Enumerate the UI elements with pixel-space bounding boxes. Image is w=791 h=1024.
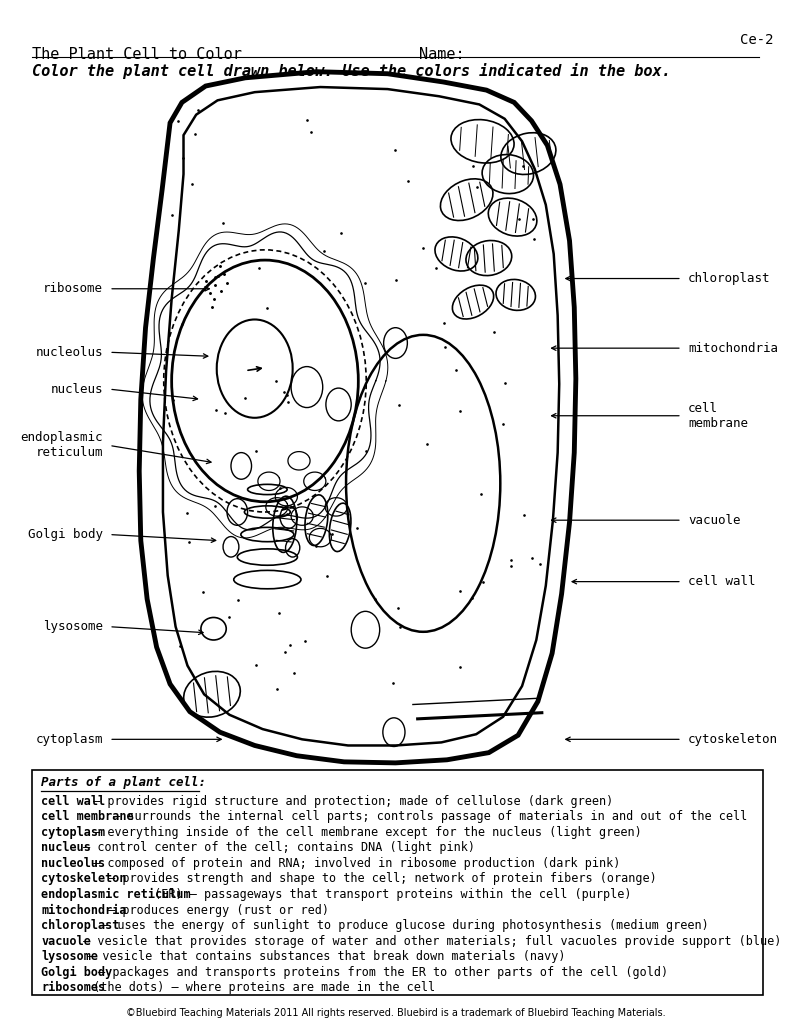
Text: chloroplast: chloroplast bbox=[41, 920, 119, 932]
Text: cytoplasm: cytoplasm bbox=[36, 733, 103, 745]
Text: Parts of a plant cell:: Parts of a plant cell: bbox=[41, 776, 206, 790]
Text: cytoskeleton: cytoskeleton bbox=[41, 872, 127, 886]
Text: nucleus: nucleus bbox=[51, 383, 103, 395]
Text: cell wall: cell wall bbox=[41, 795, 105, 808]
Text: – packages and transports proteins from the ER to other parts of the cell (gold): – packages and transports proteins from … bbox=[92, 966, 668, 979]
Text: (the dots) – where proteins are made in the cell: (the dots) – where proteins are made in … bbox=[86, 981, 436, 994]
Text: – provides rigid structure and protection; made of cellulose (dark green): – provides rigid structure and protectio… bbox=[86, 795, 614, 808]
Text: – vesicle that provides storage of water and other materials; full vacuoles prov: – vesicle that provides storage of water… bbox=[76, 935, 782, 947]
Text: ribosomes: ribosomes bbox=[41, 981, 105, 994]
Text: cytoskeleton: cytoskeleton bbox=[688, 733, 778, 745]
Text: lysosome: lysosome bbox=[43, 621, 103, 633]
Text: Name:: Name: bbox=[419, 47, 465, 62]
Text: (ER) – passageways that transport proteins within the cell (purple): (ER) – passageways that transport protei… bbox=[146, 888, 631, 901]
Text: nucleolus: nucleolus bbox=[36, 346, 103, 358]
Text: vacuole: vacuole bbox=[688, 514, 740, 526]
Text: Golgi body: Golgi body bbox=[41, 966, 112, 979]
Text: Ce-2: Ce-2 bbox=[740, 33, 773, 47]
Text: – everything inside of the cell membrane except for the nucleus (light green): – everything inside of the cell membrane… bbox=[86, 825, 642, 839]
Text: mitochondria: mitochondria bbox=[688, 342, 778, 354]
Text: cytoplasm: cytoplasm bbox=[41, 825, 105, 839]
Text: – provides strength and shape to the cell; network of protein fibers (orange): – provides strength and shape to the cel… bbox=[101, 872, 657, 886]
Text: nucleus: nucleus bbox=[41, 842, 91, 854]
Text: nucleolus: nucleolus bbox=[41, 857, 105, 869]
Text: vacuole: vacuole bbox=[41, 935, 91, 947]
Text: chloroplast: chloroplast bbox=[688, 272, 770, 285]
Text: The Plant Cell to Color: The Plant Cell to Color bbox=[32, 47, 241, 62]
Text: cell membrane: cell membrane bbox=[41, 810, 134, 823]
Text: Color the plant cell drawn below. Use the colors indicated in the box.: Color the plant cell drawn below. Use th… bbox=[32, 63, 671, 80]
Text: endoplasmic reticulum: endoplasmic reticulum bbox=[41, 888, 191, 901]
Text: – produces energy (rust or red): – produces energy (rust or red) bbox=[101, 903, 329, 916]
Text: – surrounds the internal cell parts; controls passage of materials in and out of: – surrounds the internal cell parts; con… bbox=[107, 810, 747, 823]
Text: Golgi body: Golgi body bbox=[28, 528, 103, 541]
Text: – control center of the cell; contains DNA (light pink): – control center of the cell; contains D… bbox=[76, 842, 475, 854]
Text: – composed of protein and RNA; involved in ribosome production (dark pink): – composed of protein and RNA; involved … bbox=[86, 857, 621, 869]
Text: cell
membrane: cell membrane bbox=[688, 401, 748, 430]
Text: ©Bluebird Teaching Materials 2011 All rights reserved. Bluebird is a trademark o: ©Bluebird Teaching Materials 2011 All ri… bbox=[126, 1008, 665, 1018]
Text: – uses the energy of sunlight to produce glucose during photosynthesis (medium g: – uses the energy of sunlight to produce… bbox=[97, 920, 710, 932]
Text: ribosome: ribosome bbox=[43, 283, 103, 295]
Text: – vesicle that contains substances that break down materials (navy): – vesicle that contains substances that … bbox=[81, 950, 566, 964]
Text: mitochondria: mitochondria bbox=[41, 903, 127, 916]
Text: cell wall: cell wall bbox=[688, 575, 755, 588]
Text: endoplasmic
reticulum: endoplasmic reticulum bbox=[21, 431, 103, 460]
Text: lysosome: lysosome bbox=[41, 950, 98, 964]
